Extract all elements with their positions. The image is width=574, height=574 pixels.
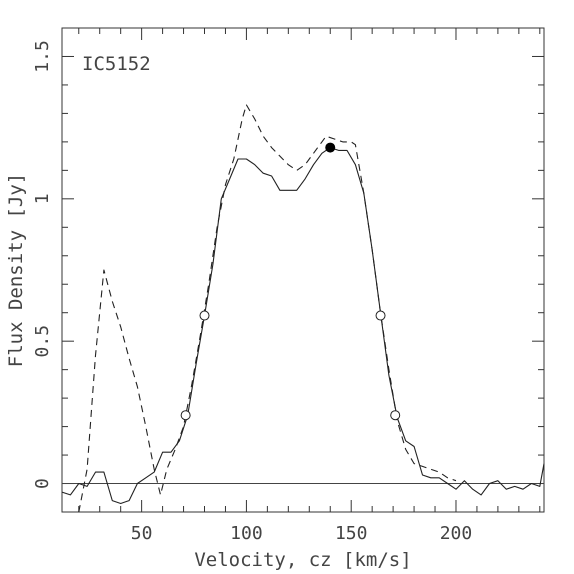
y-axis-label: Flux Density [Jy]: [5, 173, 27, 367]
y-tick-label: 0: [32, 478, 53, 489]
open-marker: [199, 310, 210, 321]
data-markers: [180, 142, 401, 421]
tick-labels: 50 100 150 200 0 0.5 1 1.5: [32, 40, 472, 544]
y-tick-label: 1: [32, 193, 53, 204]
y-tick-label: 1.5: [32, 40, 53, 73]
x-tick-label: 100: [230, 523, 263, 544]
series-line-solid: [61, 147, 545, 505]
open-marker: [180, 410, 191, 421]
open-marker: [375, 310, 386, 321]
series-line-dashed: [78, 104, 457, 513]
chart-annotation: IC5152: [82, 53, 151, 75]
plot-frame: [61, 27, 545, 513]
x-tick-label: 200: [440, 523, 473, 544]
open-marker: [390, 410, 401, 421]
x-tick-label: 50: [131, 523, 153, 544]
x-tick-label: 150: [335, 523, 368, 544]
x-axis-label: Velocity, cz [km/s]: [194, 549, 411, 571]
data-series: [61, 104, 545, 513]
peak-marker: [325, 142, 336, 153]
axis-ticks: [62, 27, 544, 513]
y-tick-label: 0.5: [32, 325, 53, 358]
